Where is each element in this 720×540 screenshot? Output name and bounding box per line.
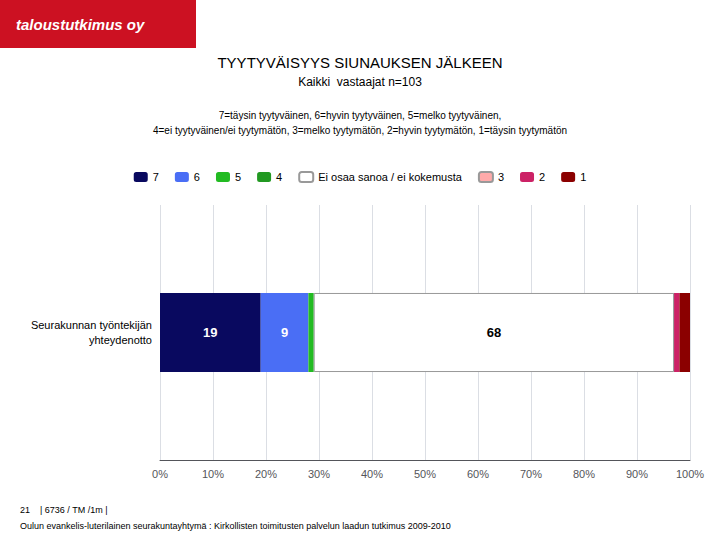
svg-text:19: 19 bbox=[203, 325, 217, 340]
svg-text:50%: 50% bbox=[414, 468, 436, 480]
svg-text:taloustutkimus oy: taloustutkimus oy bbox=[16, 16, 145, 33]
svg-text:21 | 6736 / TM /1m |: 21 | 6736 / TM /1m | bbox=[20, 505, 108, 515]
svg-text:20%: 20% bbox=[255, 468, 277, 480]
svg-text:Ei osaa sanoa / ei kokemusta: Ei osaa sanoa / ei kokemusta bbox=[318, 171, 463, 183]
svg-text:1: 1 bbox=[580, 171, 586, 183]
svg-text:100%: 100% bbox=[676, 468, 704, 480]
svg-text:7=täysin tyytyväinen, 6=hyvin: 7=täysin tyytyväinen, 6=hyvin tyytyväine… bbox=[219, 110, 502, 121]
svg-text:TYYTYVÄISYYS SIUNAUKSEN JÄLKEE: TYYTYVÄISYYS SIUNAUKSEN JÄLKEEN bbox=[217, 54, 502, 71]
svg-text:9: 9 bbox=[281, 325, 288, 340]
svg-text:60%: 60% bbox=[467, 468, 489, 480]
svg-text:2: 2 bbox=[539, 171, 545, 183]
svg-text:70%: 70% bbox=[520, 468, 542, 480]
svg-text:30%: 30% bbox=[308, 468, 330, 480]
svg-text:40%: 40% bbox=[361, 468, 383, 480]
svg-text:7: 7 bbox=[153, 171, 159, 183]
svg-text:3: 3 bbox=[498, 171, 504, 183]
svg-text:Kaikki vastaajat n=103: Kaikki vastaajat n=103 bbox=[298, 75, 422, 89]
svg-text:Oulun evankelis-luterilainen s: Oulun evankelis-luterilainen seurakuntay… bbox=[20, 521, 451, 531]
svg-text:68: 68 bbox=[487, 325, 501, 340]
svg-text:90%: 90% bbox=[626, 468, 648, 480]
svg-text:0%: 0% bbox=[152, 468, 168, 480]
svg-text:10%: 10% bbox=[202, 468, 224, 480]
svg-text:4=ei tyytyväinen/ei tyytymätön: 4=ei tyytyväinen/ei tyytymätön, 3=melko … bbox=[153, 125, 567, 136]
svg-text:5: 5 bbox=[235, 171, 241, 183]
svg-text:6: 6 bbox=[194, 171, 200, 183]
svg-text:Seurakunnan työntekijän: Seurakunnan työntekijän bbox=[31, 319, 152, 331]
svg-text:yhteydenotto: yhteydenotto bbox=[89, 334, 152, 346]
svg-text:80%: 80% bbox=[573, 468, 595, 480]
svg-text:4: 4 bbox=[276, 171, 282, 183]
